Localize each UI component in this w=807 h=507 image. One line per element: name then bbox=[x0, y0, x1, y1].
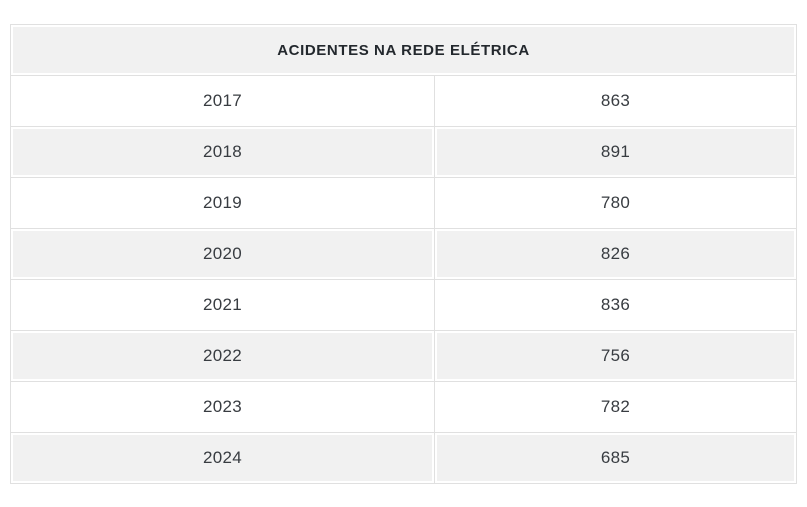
value-cell: 782 bbox=[434, 381, 797, 433]
value-cell: 863 bbox=[434, 75, 797, 127]
table-row: 2019 780 bbox=[10, 177, 797, 229]
table-row: 2022 756 bbox=[10, 330, 797, 382]
table-row: 2021 836 bbox=[10, 279, 797, 331]
value-cell: 756 bbox=[434, 330, 797, 382]
year-cell: 2022 bbox=[10, 330, 435, 382]
table-row: 2018 891 bbox=[10, 126, 797, 178]
table-row: 2020 826 bbox=[10, 228, 797, 280]
table-row: 2024 685 bbox=[10, 432, 797, 484]
value-cell: 891 bbox=[434, 126, 797, 178]
table-row: 2017 863 bbox=[10, 75, 797, 127]
year-cell: 2017 bbox=[10, 75, 435, 127]
value-cell: 780 bbox=[434, 177, 797, 229]
accidents-table-container: ACIDENTES NA REDE ELÉTRICA 2017 863 2018… bbox=[10, 24, 797, 484]
table-title: ACIDENTES NA REDE ELÉTRICA bbox=[10, 24, 797, 76]
table-header-row: ACIDENTES NA REDE ELÉTRICA bbox=[10, 24, 797, 76]
year-cell: 2023 bbox=[10, 381, 435, 433]
accidents-table: ACIDENTES NA REDE ELÉTRICA 2017 863 2018… bbox=[10, 24, 797, 484]
year-cell: 2018 bbox=[10, 126, 435, 178]
value-cell: 685 bbox=[434, 432, 797, 484]
value-cell: 826 bbox=[434, 228, 797, 280]
value-cell: 836 bbox=[434, 279, 797, 331]
year-cell: 2020 bbox=[10, 228, 435, 280]
year-cell: 2024 bbox=[10, 432, 435, 484]
year-cell: 2021 bbox=[10, 279, 435, 331]
year-cell: 2019 bbox=[10, 177, 435, 229]
table-row: 2023 782 bbox=[10, 381, 797, 433]
